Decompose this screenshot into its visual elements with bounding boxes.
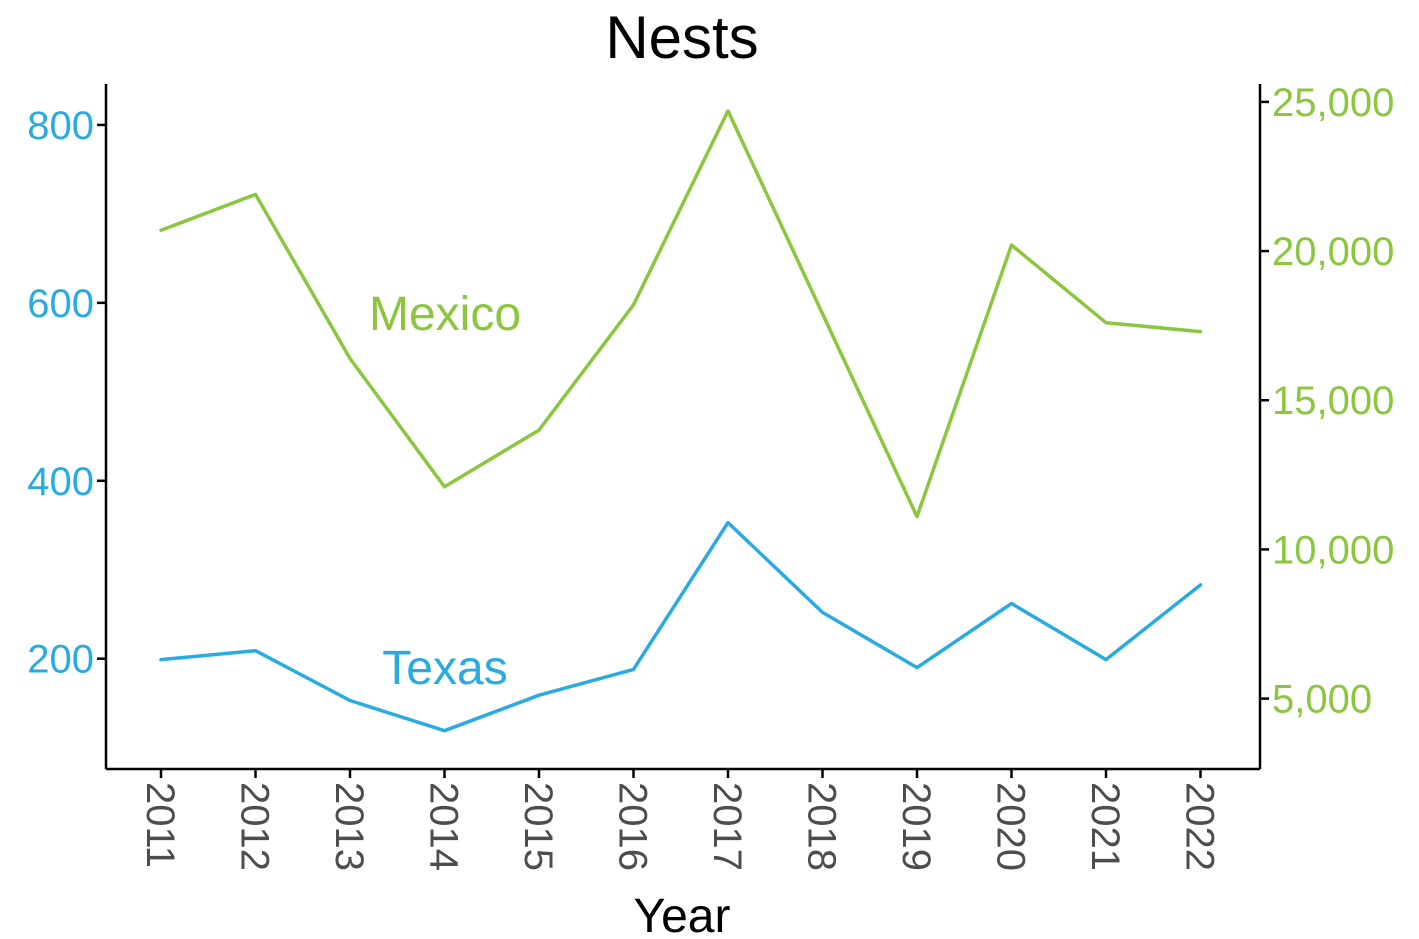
left-tick-label: 400 bbox=[27, 460, 94, 504]
left-tick-label: 800 bbox=[27, 104, 94, 148]
series-line-texas bbox=[159, 520, 1203, 733]
x-tick-label: 2018 bbox=[800, 782, 844, 871]
x-tick-label: 2022 bbox=[1178, 782, 1222, 871]
plot-area bbox=[104, 84, 1262, 771]
series-label-texas: Texas bbox=[382, 642, 507, 695]
x-axis-label: Year bbox=[634, 890, 731, 939]
series-label-mexico: Mexico bbox=[369, 288, 521, 341]
x-tick-label: 2016 bbox=[611, 782, 655, 871]
left-tick-label: 200 bbox=[27, 638, 94, 682]
right-tick-label: 15,000 bbox=[1272, 379, 1394, 423]
series-line-mexico bbox=[159, 109, 1203, 519]
right-tick-label: 20,000 bbox=[1272, 230, 1394, 274]
x-tick-label: 2013 bbox=[327, 782, 371, 871]
left-tick-label: 600 bbox=[27, 282, 94, 326]
right-axis-ticks: 5,000 10,000 15,000 20,000 25,000 bbox=[1260, 81, 1394, 722]
x-tick-label: 2021 bbox=[1083, 782, 1127, 871]
x-tick-label: 2014 bbox=[422, 782, 466, 871]
left-axis-ticks: 200 400 600 800 bbox=[27, 104, 106, 682]
x-tick-label: 2019 bbox=[894, 782, 938, 871]
x-tick-label: 2011 bbox=[138, 782, 182, 868]
right-tick-label: 25,000 bbox=[1272, 81, 1394, 125]
x-tick-label: 2015 bbox=[516, 782, 560, 871]
chart-title: Nests bbox=[605, 4, 758, 71]
x-tick-label: 2012 bbox=[233, 782, 277, 871]
series-lines bbox=[159, 109, 1203, 733]
x-tick-label: 2017 bbox=[705, 782, 749, 871]
right-tick-label: 10,000 bbox=[1272, 528, 1394, 572]
x-axis-ticks: 2011 2012 2013 2014 2015 2016 2017 2018 2019 2020… bbox=[138, 769, 1222, 871]
x-tick-label: 2020 bbox=[989, 782, 1033, 871]
right-tick-label: 5,000 bbox=[1272, 678, 1372, 722]
